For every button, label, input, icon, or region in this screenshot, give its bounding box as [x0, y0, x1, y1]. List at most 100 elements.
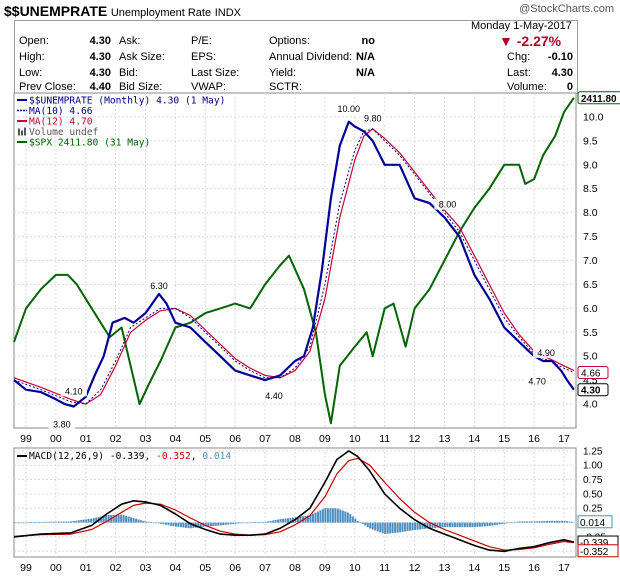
- macd-histogram-bar: [187, 522, 190, 529]
- macd-histogram-bar: [346, 512, 349, 523]
- y-tick-label: 6.0: [583, 303, 598, 315]
- x-tick-label: 05: [199, 433, 211, 445]
- macd-histogram-bar: [366, 522, 369, 528]
- macd-histogram-bar: [359, 522, 362, 524]
- x-tick-label: 99: [20, 433, 32, 445]
- macd-histogram-bar: [242, 522, 245, 524]
- macd-x-tick-label: 02: [110, 562, 122, 574]
- macd-x-tick-label: 01: [80, 562, 92, 574]
- eps-label: EPS:: [191, 51, 217, 63]
- macd-histogram-bar: [389, 522, 392, 534]
- macd-legend-part: MACD(12,26,9): [29, 451, 110, 462]
- spx-line: [13, 97, 575, 425]
- annotation-bg: [359, 112, 386, 124]
- macd-histogram-bar: [546, 520, 549, 523]
- macd-histogram-bar: [329, 508, 332, 523]
- macd-histogram-bar: [296, 516, 299, 523]
- macd-histogram-bar: [130, 517, 133, 523]
- macd-histogram-bar: [571, 521, 574, 523]
- macd-histogram-bar: [125, 515, 128, 523]
- x-tick-label: 16: [528, 433, 540, 445]
- x-tick-label: 08: [289, 433, 301, 445]
- main-plot-grid: 4.04.55.05.56.06.57.07.58.08.59.09.510.0…: [13, 92, 604, 445]
- macd-y-tick-label: 0.50: [583, 489, 603, 500]
- macd-histogram-bar: [62, 521, 65, 523]
- macd-plot-grid: -0.50-0.250.000.250.500.751.001.25990001…: [13, 446, 606, 574]
- annotation-bg: [523, 375, 551, 387]
- prev-close-value: 4.40: [89, 81, 111, 93]
- ask-size-label: Ask Size:: [119, 51, 165, 63]
- macd-histogram-bar: [182, 522, 185, 528]
- quote-date: Monday 1-May-2017: [471, 20, 572, 32]
- macd-histogram-bar: [204, 522, 207, 527]
- annotation-bg: [48, 418, 76, 430]
- legend-entry: Volume undef: [29, 127, 98, 138]
- x-tick-label: 15: [498, 433, 510, 445]
- macd-histogram-bar: [314, 512, 317, 523]
- macd-histogram-bar: [396, 522, 399, 533]
- macd-histogram-bar: [543, 521, 546, 523]
- macd-histogram-bar: [120, 514, 123, 523]
- macd-histogram-bar: [137, 519, 140, 523]
- x-tick-label: 14: [469, 433, 481, 445]
- x-tick-label: 10: [349, 433, 361, 445]
- macd-histogram-bar: [264, 521, 267, 523]
- macd-histogram-bar: [483, 522, 486, 527]
- macd-histogram-bar: [169, 522, 172, 526]
- annotation-bg: [332, 102, 365, 114]
- macd-histogram-bar: [516, 521, 519, 523]
- macd-histogram-bar: [409, 522, 412, 531]
- macd-histogram-bar: [356, 520, 359, 523]
- macd-histogram-bar: [159, 522, 162, 524]
- macd-histogram-bar: [443, 522, 446, 528]
- macd-histogram-bar: [150, 522, 153, 523]
- symbol: $$UNEMPRATE: [4, 3, 108, 19]
- macd-histogram-bar: [381, 522, 384, 534]
- macd-histogram-bar: [334, 508, 337, 523]
- pe-label: P/E:: [191, 35, 212, 47]
- macd-histogram-bar: [82, 519, 85, 523]
- macd-histogram-bar: [349, 514, 352, 523]
- macd-y-tick-label: 0.75: [583, 475, 603, 486]
- legend-swatch: [18, 128, 20, 136]
- macd-histogram-bar: [351, 516, 354, 523]
- price-tag-box: [577, 383, 609, 397]
- macd-histogram-bar: [199, 522, 202, 528]
- sctr-label: SCTR:: [269, 81, 302, 93]
- macd-histogram-bar: [92, 518, 95, 523]
- dividend-label: Annual Dividend:: [269, 51, 353, 63]
- macd-histogram-bar: [376, 522, 379, 532]
- macd-histogram-bar: [493, 522, 496, 526]
- y-tick-label: 9.5: [583, 135, 598, 147]
- legend-entry: MA(12) 4.70: [29, 117, 93, 128]
- bid-size-label: Bid Size:: [119, 81, 163, 93]
- macd-histogram-bar: [486, 522, 489, 527]
- macd-histogram-bar: [13, 522, 15, 524]
- macd-histogram-bar: [429, 522, 432, 529]
- macd-histogram-bar: [533, 521, 536, 523]
- x-tick-label: 04: [170, 433, 182, 445]
- macd-histogram-bar: [448, 522, 451, 528]
- annotation-label: 3.80: [53, 420, 71, 430]
- macd-x-tick-label: 09: [319, 562, 331, 574]
- macd-histogram-bar: [257, 522, 260, 523]
- macd-histogram-bar: [115, 514, 118, 523]
- macd-histogram-bar: [344, 511, 347, 523]
- macd-histogram-bar: [401, 522, 404, 532]
- macd-y-tick-label: 1.25: [583, 446, 603, 457]
- macd-histogram-bar: [102, 515, 105, 523]
- macd-histogram-bar: [476, 522, 479, 527]
- macd-histogram-bar: [172, 522, 175, 527]
- macd-histogram-bar: [177, 522, 180, 527]
- macd-histogram-bar: [239, 522, 242, 524]
- yield-value: N/A: [356, 67, 375, 79]
- prev-close-label: Prev Close:: [19, 81, 76, 93]
- macd-histogram-bar: [135, 518, 138, 523]
- macd-histogram-bar: [142, 520, 145, 523]
- macd-histogram-bar: [107, 515, 110, 523]
- macd-histogram-bar: [563, 520, 566, 523]
- macd-histogram-bar: [463, 522, 466, 528]
- macd-histogram-bar: [30, 522, 33, 524]
- macd-histogram-bar: [466, 522, 469, 528]
- macd-histogram-bar: [551, 520, 554, 523]
